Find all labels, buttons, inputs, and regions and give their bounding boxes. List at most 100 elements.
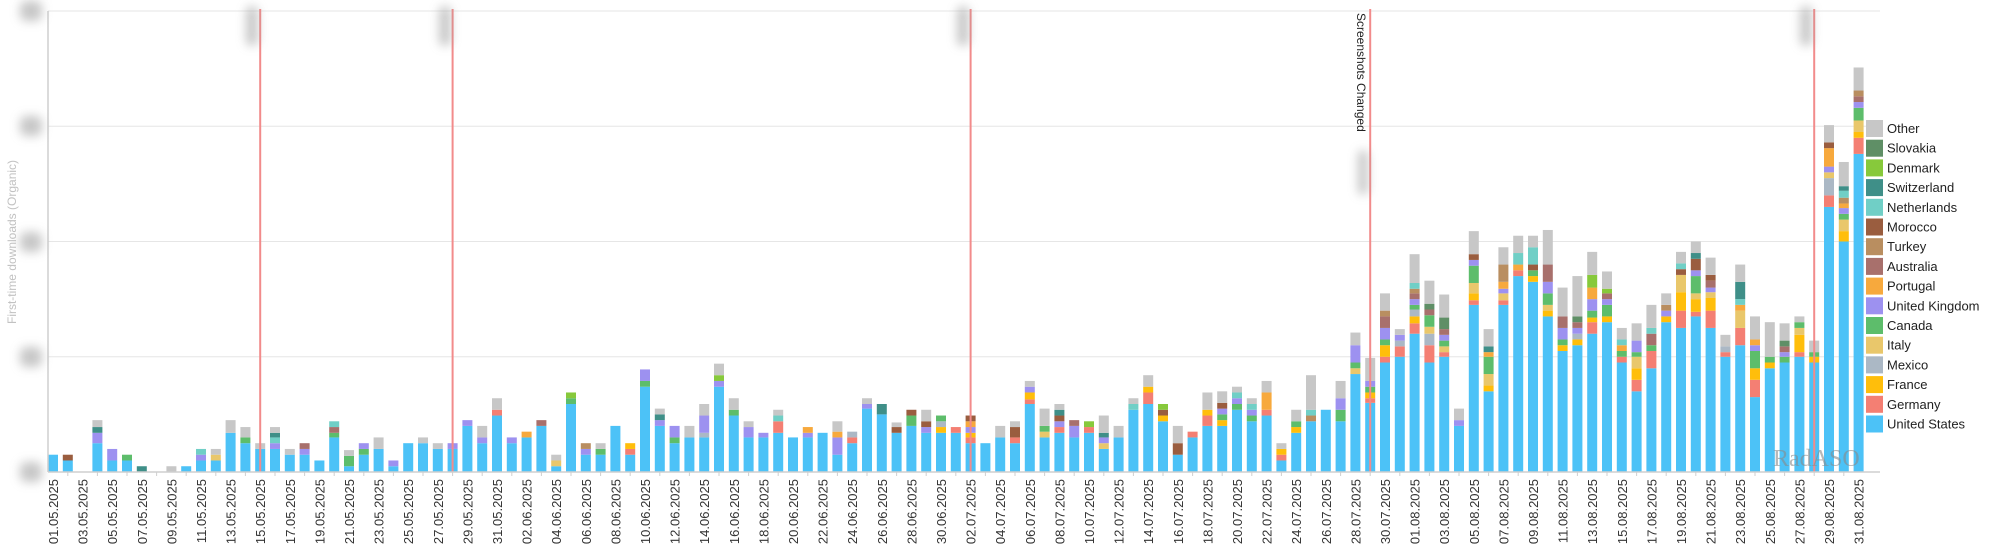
bar-segment-canada — [1468, 265, 1479, 283]
bar-segment-australia — [1409, 293, 1420, 300]
bar-segment-united-states — [610, 425, 621, 472]
x-tick-label: 28.06.2025 — [904, 479, 919, 544]
x-tick-label: 15.05.2025 — [253, 479, 268, 544]
bar-segment-canada — [1439, 340, 1450, 347]
bar-segment-united-states — [1528, 281, 1538, 472]
bar-segment-mexico — [699, 432, 710, 438]
x-tick-label: 09.08.2025 — [1526, 479, 1541, 544]
x-tick-label: 08.06.2025 — [608, 479, 623, 544]
bar-segment-united-states — [1113, 437, 1124, 472]
bar-segment-italy — [551, 460, 562, 467]
bar-segment-france — [1572, 339, 1583, 346]
bar-segment-united-states — [1602, 322, 1612, 472]
bar-segment-united-states — [580, 454, 591, 472]
legend-item-united-kingdom[interactable]: United Kingdom — [1866, 297, 1980, 315]
legend-item-mexico[interactable]: Mexico — [1866, 356, 1928, 374]
legend-item-other[interactable]: Other — [1866, 120, 1920, 137]
bar-segment-united-kingdom — [669, 425, 680, 438]
legend-swatch — [1866, 198, 1883, 216]
event-marker-label-blurred — [246, 6, 259, 46]
bar-segment-switzerland — [270, 432, 280, 438]
bar-segment-turkey — [1838, 197, 1849, 204]
bar-segment-united-states — [1557, 350, 1568, 472]
bar-segment-other — [492, 398, 502, 410]
x-tick-label: 08.07.2025 — [1052, 479, 1067, 544]
event-markers: Screenshots Changed — [259, 9, 1816, 472]
legend-item-morocco[interactable]: Morocco — [1866, 218, 1937, 236]
bar-segment-united-states — [1631, 391, 1642, 472]
legend-item-turkey[interactable]: Turkey — [1866, 238, 1927, 256]
bar-segment-france — [1750, 368, 1760, 380]
bar-segment-united-states — [62, 460, 73, 472]
legend-item-france[interactable]: France — [1866, 376, 1927, 394]
x-tick-label: 16.07.2025 — [1171, 479, 1186, 544]
bar-segment-switzerland — [876, 404, 887, 415]
bar-segment-morocco — [891, 427, 902, 433]
legend-item-denmark[interactable]: Denmark — [1866, 159, 1940, 177]
legend-item-switzerland[interactable]: Switzerland — [1866, 179, 1954, 197]
x-tick-label: 14.06.2025 — [697, 479, 712, 544]
bar-segment-canada — [1764, 356, 1775, 363]
bar-segment-other — [832, 421, 843, 432]
legend-label: Other — [1887, 121, 1920, 136]
bar-segment-switzerland — [1483, 346, 1494, 353]
legend-item-slovakia[interactable]: Slovakia — [1866, 139, 1937, 157]
x-tick-label: 09.05.2025 — [164, 479, 179, 544]
bar-segment-germany — [1750, 379, 1760, 398]
legend-item-netherlands[interactable]: Netherlands — [1866, 198, 1958, 216]
bar-segment-australia — [329, 427, 340, 433]
bar-segment-netherlands — [1232, 392, 1242, 399]
legend-label: Netherlands — [1887, 200, 1958, 215]
legend-item-united-states[interactable]: United States — [1866, 415, 1966, 433]
x-tick-label: 12.06.2025 — [668, 479, 683, 544]
bar-segment-germany — [1424, 345, 1435, 363]
bar-segment-morocco — [1158, 409, 1168, 416]
bar-segment-switzerland — [1054, 409, 1065, 416]
bar-segment-united-states — [1735, 345, 1746, 472]
legend-item-italy[interactable]: Italy — [1866, 336, 1911, 354]
bar-segment-italy — [1542, 304, 1553, 311]
x-tick-label: 06.06.2025 — [579, 479, 594, 544]
bar-segment-united-kingdom — [1232, 398, 1242, 405]
bar-segment-united-kingdom — [802, 432, 813, 438]
bar-segment-united-kingdom — [270, 443, 280, 449]
x-tick-label: 24.07.2025 — [1289, 479, 1304, 544]
legend-item-australia[interactable]: Australia — [1866, 257, 1938, 275]
legend-item-germany[interactable]: Germany — [1866, 395, 1941, 413]
bar-segment-united-states — [1439, 356, 1450, 472]
legend-item-portugal[interactable]: Portugal — [1866, 277, 1936, 295]
bar-segment-united-kingdom — [1380, 327, 1390, 340]
bar-segment-united-states — [240, 443, 251, 472]
bar-segment-united-kingdom — [1098, 437, 1109, 444]
bar-segment-mexico — [1572, 333, 1583, 340]
legend-swatch — [1866, 238, 1883, 256]
bar-segment-morocco — [1172, 443, 1183, 455]
bar-segment-turkey — [1853, 90, 1864, 97]
bar-segment-france — [1676, 292, 1686, 311]
bar-segment-netherlands — [773, 415, 784, 422]
bar-segment-united-kingdom — [1394, 334, 1405, 341]
bar-segment-canada — [1616, 350, 1627, 357]
bar-segment-united-states — [595, 454, 606, 472]
bar-segment-united-states — [1824, 206, 1834, 473]
bar-segment-united-kingdom — [477, 437, 488, 444]
x-tick-label: 01.08.2025 — [1408, 479, 1423, 544]
bar-segment-other — [1705, 257, 1716, 275]
bar-segment-italy — [1705, 292, 1716, 298]
x-tick-label: 22.07.2025 — [1260, 479, 1275, 544]
x-tick-label: 30.06.2025 — [934, 479, 949, 544]
bar-segment-united-states — [758, 437, 769, 472]
bar-segment-netherlands — [270, 437, 280, 444]
bar-segment-united-states — [1468, 304, 1479, 472]
bar-segment-united-states — [196, 460, 206, 472]
bar-segment-canada — [1779, 356, 1790, 363]
bar-segment-netherlands — [1646, 327, 1657, 334]
x-tick-label: 26.07.2025 — [1319, 479, 1334, 544]
bar-segment-canada — [1217, 414, 1228, 421]
legend-item-canada[interactable]: Canada — [1866, 317, 1933, 334]
bar-segment-other — [210, 448, 221, 455]
bar-segment-portugal — [802, 427, 813, 433]
bar-segment-other — [1054, 404, 1065, 410]
bar-segment-switzerland — [654, 414, 665, 421]
legend-swatch — [1866, 297, 1883, 315]
